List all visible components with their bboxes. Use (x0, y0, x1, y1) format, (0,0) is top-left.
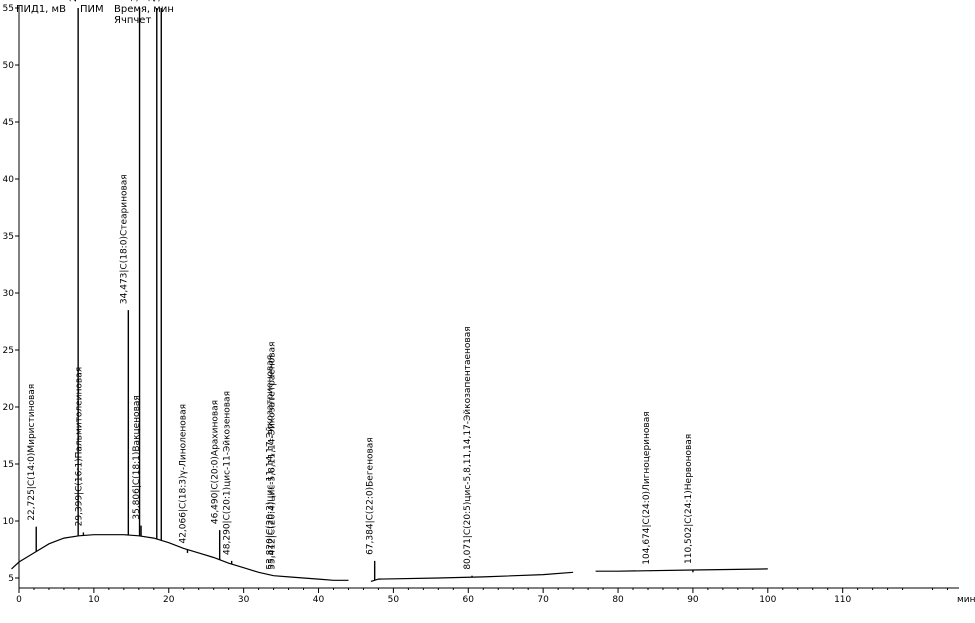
peak-label: 53,820|C(20:3)цис-11,14,17-Эйкозатриенов… (265, 355, 275, 570)
x-tick-label: 90 (687, 595, 699, 605)
header-peak: ПИМ (80, 4, 104, 15)
peak-label: 42,066|C(18:3)γ-Линоленовая (179, 404, 189, 544)
count-label: Ячпчет (114, 15, 152, 26)
peak-label: ПИМ (80, 4, 104, 15)
y-tick-label: 50 (3, 61, 15, 71)
x-tick-label: 100 (759, 595, 776, 605)
peak-labels: 22,725|C(14:0)Миристиновая 27,431|C(16:0)… (27, 0, 694, 570)
peak-label: 27,431|C(16:0)Пальмитиновая (69, 0, 79, 2)
x-tick-label: 30 (238, 595, 250, 605)
y-tick-label: 45 (3, 118, 14, 128)
x-axis-label: мин (957, 595, 975, 605)
peak-label: 48,290|C(20:1)цис-11-Эйкозеновая (223, 391, 233, 555)
x-tick-label: 40 (313, 595, 325, 605)
y-tick-label: 40 (3, 175, 15, 185)
baseline-segment (370, 571, 574, 582)
peak-label: 35,806|C(18:1)Вакценовая (132, 395, 142, 519)
peak-label: 38,461|C(18:3)Линоленовая (152, 0, 162, 2)
time-label: Время, мин (114, 4, 174, 15)
y-tick-label: 30 (3, 289, 15, 299)
peak-label: 34,473|C(18:0)Стеариновая (119, 174, 129, 304)
x-tick-label: 20 (163, 595, 175, 605)
baseline-segment (595, 568, 768, 572)
axes: 5 10 15 20 25 30 35 40 45 50 55 0 10 20 30 40 50 60 70 80 90… (3, 4, 975, 605)
signal-label: ПИД1, мВ (16, 4, 66, 15)
y-tick-label: 55 (3, 4, 14, 14)
peak-label: 29,399|C(16:1)Пальмитолеиновая (74, 367, 84, 527)
peak-label: 46,490|C(20:0)Арахиновая (211, 400, 221, 524)
peak-label: 35,656|C(18:1)Олеиновая (131, 0, 141, 2)
peak-label: 80,071|C(20:5)цис-5,8,11,14,17-Эйкозапен… (463, 326, 473, 569)
header-time: Время, мин Ячпчет (114, 4, 174, 26)
peak-label: 37,777|C(18:2)Линолевая (148, 0, 158, 2)
y-tick-label: 25 (3, 346, 14, 356)
header-signal: ПИД1, мВ (16, 4, 66, 15)
peak-label: 104,674|C(24:0)Лигноцериновая (642, 411, 652, 564)
y-tick-label: 20 (3, 403, 15, 413)
trace (11, 8, 768, 582)
x-tick-label: 110 (834, 595, 851, 605)
x-tick-label: 50 (388, 595, 400, 605)
y-tick-label: 35 (3, 232, 14, 242)
x-tick-label: 80 (612, 595, 624, 605)
y-tick-label: 10 (3, 517, 15, 527)
baseline-trace (11, 534, 349, 581)
x-tick-label: 10 (88, 595, 100, 605)
x-tick-label: 60 (463, 595, 475, 605)
peak-label: 67,384|C(22:0)Бегеновая (366, 437, 376, 555)
peak-label: 110,502|C(24:1)Нервоновая (684, 434, 694, 564)
peak-label: 55,412|C(20:4)цис-5,8,11,14-Эйкозатетрае… (268, 342, 278, 570)
x-tick-label: 0 (16, 595, 22, 605)
peak-label: 22,725|C(14:0)Миристиновая (27, 384, 37, 521)
x-tick-label: 70 (537, 595, 549, 605)
y-tick-label: 15 (3, 460, 14, 470)
y-tick-label: 5 (8, 574, 14, 584)
